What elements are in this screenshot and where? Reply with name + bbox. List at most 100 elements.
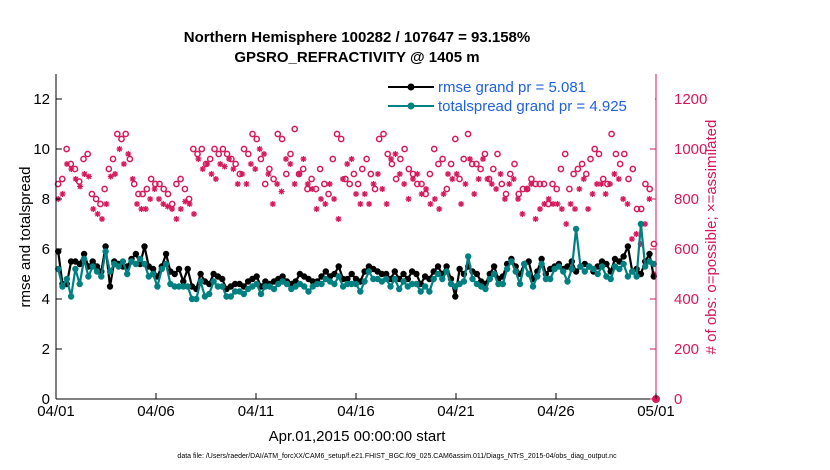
obs-assimilated-marker (611, 171, 618, 177)
obs-assimilated-marker (282, 156, 289, 162)
obs-assimilated-marker (602, 191, 609, 197)
totalspread-point (335, 273, 342, 280)
totalspread-point (629, 268, 636, 275)
totalspread-point (257, 290, 265, 298)
rmse-point (219, 275, 226, 283)
obs-possible-marker (637, 205, 645, 213)
obs-possible-marker (595, 150, 603, 158)
totalspread-point (568, 265, 575, 273)
obs-assimilated-marker (72, 176, 79, 182)
obs-assimilated-marker (287, 161, 294, 167)
totalspread-point (642, 263, 649, 270)
y-tick-label-right: 0 (674, 391, 682, 408)
obs-possible-marker (346, 180, 354, 188)
rmse-point (620, 253, 627, 260)
obs-assimilated-marker (103, 201, 110, 207)
obs-assimilated-marker (125, 151, 132, 157)
obs-possible-marker (549, 180, 556, 188)
totalspread-point (534, 273, 541, 280)
rmse-point (171, 270, 178, 278)
obs-possible-marker (464, 130, 472, 138)
rmse-point (624, 243, 632, 250)
rmse-point (348, 270, 355, 278)
obs-possible-marker (244, 150, 252, 158)
obs-possible-marker (405, 165, 413, 173)
totalspread-point (508, 258, 515, 265)
obs-possible-marker (261, 180, 269, 188)
obs-possible-marker (287, 150, 294, 158)
totalspread-point (538, 260, 545, 268)
obs-possible-marker (447, 160, 455, 168)
obs-possible-marker (92, 195, 100, 203)
obs-assimilated-marker (331, 196, 338, 202)
x-tick-label: 04/01 (37, 403, 75, 420)
obs-possible-marker (629, 165, 637, 173)
obs-possible-marker (177, 175, 184, 183)
obs-possible-marker (515, 190, 523, 198)
totalspread-point (231, 288, 239, 295)
totalspread-point (240, 290, 247, 298)
totalspread-point (564, 278, 571, 285)
legend: rmse grand pr = 5.081 totalspread grand … (383, 77, 655, 117)
totalspread-point (521, 260, 528, 268)
y-tick-label-left: 12 (33, 91, 50, 108)
totalspread-point (89, 263, 96, 270)
obs-possible-marker (413, 180, 421, 188)
obs-possible-marker (451, 135, 459, 143)
rmse-point (162, 250, 170, 258)
obs-possible-marker (215, 150, 223, 158)
obs-assimilated-marker (418, 191, 425, 197)
obs-assimilated-marker (339, 176, 346, 182)
obs-possible-marker (350, 170, 358, 178)
obs-possible-marker (540, 180, 548, 188)
rmse-point (89, 258, 96, 265)
obs-assimilated-marker (550, 201, 557, 207)
obs-possible-marker (147, 175, 155, 183)
obs-possible-marker (456, 175, 463, 183)
obs-assimilated-marker (475, 176, 482, 182)
rmse-point (132, 250, 140, 258)
obs-possible-marker (608, 130, 615, 138)
obs-assimilated-marker (374, 171, 381, 177)
totalspread-point (98, 273, 105, 280)
totalspread-point (482, 285, 489, 293)
obs-possible-marker (612, 150, 620, 158)
obs-assimilated-marker (348, 156, 355, 162)
obs-possible-marker (553, 185, 561, 193)
legend-box (383, 77, 655, 117)
obs-assimilated-marker (523, 186, 530, 192)
obs-possible-marker (337, 135, 345, 143)
totalspread-point (132, 260, 140, 268)
obs-assimilated-marker (155, 196, 162, 202)
obs-assimilated-marker (217, 161, 224, 167)
rmse-point (391, 268, 398, 275)
obs-assimilated-marker (357, 201, 364, 207)
obs-assimilated-marker (615, 176, 622, 182)
totalspread-point (361, 278, 368, 285)
rmse-point (383, 270, 390, 278)
obs-assimilated-marker (59, 191, 66, 197)
obs-assimilated-marker (129, 176, 136, 182)
obs-assimilated-marker (444, 171, 451, 177)
y-tick-label-left: 10 (33, 141, 50, 158)
obs-possible-marker (211, 145, 218, 153)
totalspread-point (620, 260, 627, 268)
obs-assimilated-marker (541, 201, 548, 207)
obs-assimilated-marker (195, 156, 202, 162)
obs-possible-marker (494, 150, 501, 158)
totalspread-point (283, 280, 291, 288)
obs-assimilated-marker (81, 171, 88, 177)
obs-assimilated-marker (204, 161, 211, 167)
obs-assimilated-marker (147, 196, 154, 202)
obs-possible-marker (363, 155, 370, 163)
totalspread-point (417, 288, 424, 295)
totalspread-point (253, 280, 260, 288)
obs-assimilated-marker (278, 188, 285, 195)
obs-possible-marker (625, 175, 632, 183)
obs-possible-marker (80, 155, 87, 163)
obs-assimilated-marker (274, 181, 281, 187)
obs-assimilated-marker (234, 181, 241, 187)
obs-assimilated-marker (98, 216, 105, 222)
totalspread-point (529, 283, 537, 290)
y-axis-label-left: rmse and totalspread (17, 167, 34, 308)
